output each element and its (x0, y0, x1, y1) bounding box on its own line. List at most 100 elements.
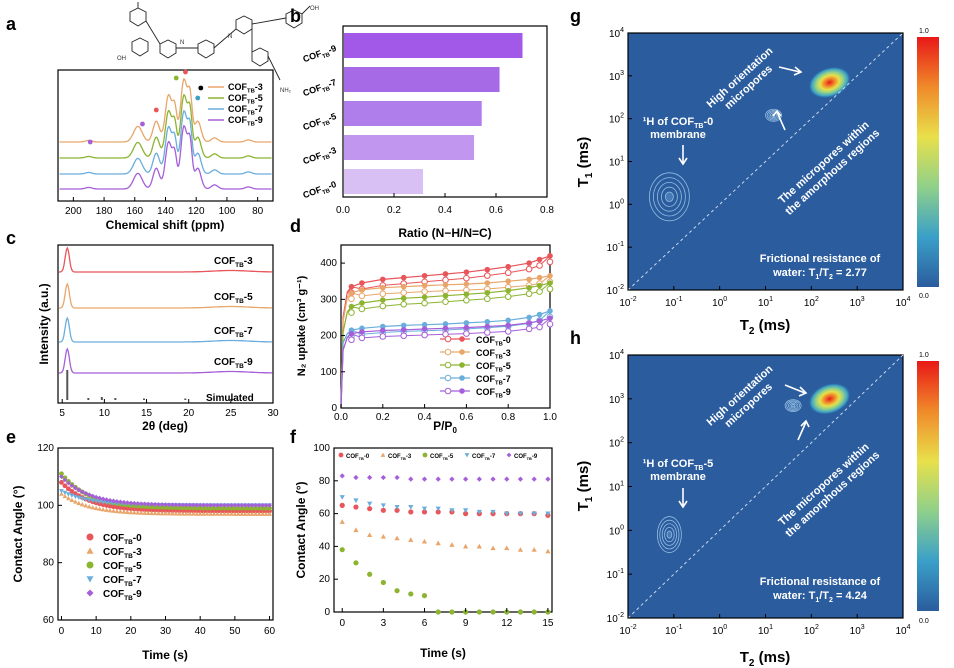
d-point (348, 290, 355, 296)
h-colorbar-min: 0.0 (919, 618, 929, 625)
d-point (380, 284, 386, 291)
f-y-tick-label: 60 (319, 509, 331, 520)
g-colorbar-max: 1.0 (919, 28, 929, 35)
label-main: COF (302, 116, 324, 132)
e-point-COFTB-3 (253, 511, 259, 516)
panel-letter-e: e (6, 427, 16, 447)
h-peak-1-contour (787, 401, 799, 410)
e-point-COFTB-9 (97, 495, 103, 501)
d-point-open (484, 272, 491, 279)
e-point-COFTB-3 (249, 511, 255, 516)
e-legend-label: COFTB-7 (103, 575, 142, 588)
panel-letter-c: c (6, 228, 16, 248)
e-point-COFTB-3 (256, 511, 262, 516)
e-point-COFTB-9 (228, 502, 234, 508)
c-tick-label: 5 (59, 408, 65, 419)
e-point-COFTB-3 (62, 493, 68, 499)
tick-exp: 3 (861, 624, 865, 631)
d-point (442, 292, 449, 299)
e-y-tick-label: 120 (37, 443, 54, 454)
g-diagonal (627, 32, 904, 291)
d-point (536, 282, 543, 289)
f-point-COFTB-3 (353, 527, 359, 533)
e-point-COFTB-3 (235, 511, 241, 516)
f-y-label: Contact Angle (°) (294, 481, 308, 578)
d-point (547, 272, 553, 279)
a-curve-COFTB-3 (59, 77, 272, 143)
f-x-tick-label: 6 (422, 618, 428, 629)
h-y-tick-label: 104 (609, 349, 624, 362)
e-point-COFTB-3 (267, 511, 272, 516)
e-point-COFTB-5 (173, 505, 179, 511)
f-point-COFTB-3 (449, 542, 455, 547)
e-point-COFTB-5 (267, 505, 272, 511)
a-marker-4 (183, 69, 188, 75)
d-point (421, 326, 428, 332)
e-point-COFTB-5 (222, 505, 227, 511)
e-y-label: Contact Angle (°) (11, 485, 25, 582)
d-point (400, 274, 407, 281)
f-point-COFTB-0 (353, 504, 359, 510)
panel-c: c 5 10 15 20 25 30 2θ (deg) Intensity (a.u.) … (6, 228, 279, 433)
label-num: -0 (327, 179, 338, 191)
c-curve-label: COFTB-7 (214, 326, 253, 339)
label-sub: TB (124, 595, 133, 602)
e-x-tick-label: 30 (160, 626, 172, 637)
f-ticks: 0 3 6 9 12 15 0 20 40 60 80 100 (313, 443, 554, 629)
tick-base: 10 (665, 298, 677, 309)
e-point-COFTB-5 (211, 505, 217, 511)
f-point-COFTB-9 (339, 473, 345, 479)
f-point-COFTB-0 (394, 507, 400, 513)
d-point (348, 303, 355, 310)
e-y-tick-label: 100 (37, 500, 54, 511)
tick-base: 10 (607, 614, 619, 625)
label-sub: TB (322, 86, 331, 94)
panel-b: b 0.0 0.2 0.4 0.6 0.8 COFTB-9COFTB-7COFTB-5C… (290, 6, 554, 240)
c-x-ticks: 5 10 15 20 25 30 (59, 399, 279, 419)
f-point-COFTB-5 (517, 609, 524, 615)
label-sub: TB (495, 368, 503, 374)
e-point-COFTB-3 (83, 503, 89, 508)
d-point (380, 297, 386, 303)
tick-exp: 4 (620, 27, 624, 34)
f-point-COFTB-0 (435, 509, 441, 515)
h-ticks: 10-210-210-110-1100100101101102102103103… (607, 349, 911, 637)
d-x-tick-label: 0.6 (459, 412, 473, 423)
e-legend-marker (86, 561, 94, 569)
f-legend-label: COFTB-9 (514, 454, 538, 461)
f-point-COFTB-7 (408, 504, 414, 510)
label-num: -9 (503, 387, 511, 397)
label-sub: TB (322, 154, 331, 162)
tick-exp: -2 (618, 612, 624, 619)
e-point-COFTB-5 (180, 505, 186, 511)
e-point-COFTB-3 (187, 511, 193, 516)
a-curve-COFTB-5 (59, 93, 272, 159)
d-x-tick-label: 0.0 (334, 412, 348, 423)
e-point-COFTB-5 (194, 505, 200, 511)
h-y-tick-label: 101 (609, 481, 624, 494)
tick-exp: 2 (620, 113, 624, 120)
e-point-COFTB-9 (149, 501, 155, 507)
e-point-COFTB-3 (142, 510, 148, 515)
tick-exp: 0 (723, 296, 727, 303)
d-y-tick-label: 400 (320, 258, 337, 269)
h-peak-0-contour (659, 519, 680, 550)
d-point (484, 290, 491, 296)
b-category-label: COFTB-3 (302, 145, 339, 169)
g-y-tick-label: 104 (609, 27, 624, 40)
e-point-COFTB-3 (93, 505, 99, 511)
e-point-COFTB-9 (128, 500, 134, 506)
e-point-COFTB-9 (111, 498, 116, 504)
e-point-COFTB-5 (59, 471, 64, 477)
label-sub: TB (235, 332, 244, 339)
f-point-COFTB-3 (490, 545, 496, 551)
panel-letter-h: h (570, 328, 581, 348)
d-legend-marker-open (444, 335, 452, 343)
label-main: COF (228, 115, 248, 125)
f-point-COFTB-9 (476, 476, 482, 482)
tick-exp: 2 (815, 296, 819, 303)
tick-base: 10 (609, 115, 621, 126)
label-main: COF (388, 454, 401, 460)
e-point-COFTB-3 (114, 508, 120, 514)
d-legend-label: COFTB-5 (476, 361, 511, 374)
